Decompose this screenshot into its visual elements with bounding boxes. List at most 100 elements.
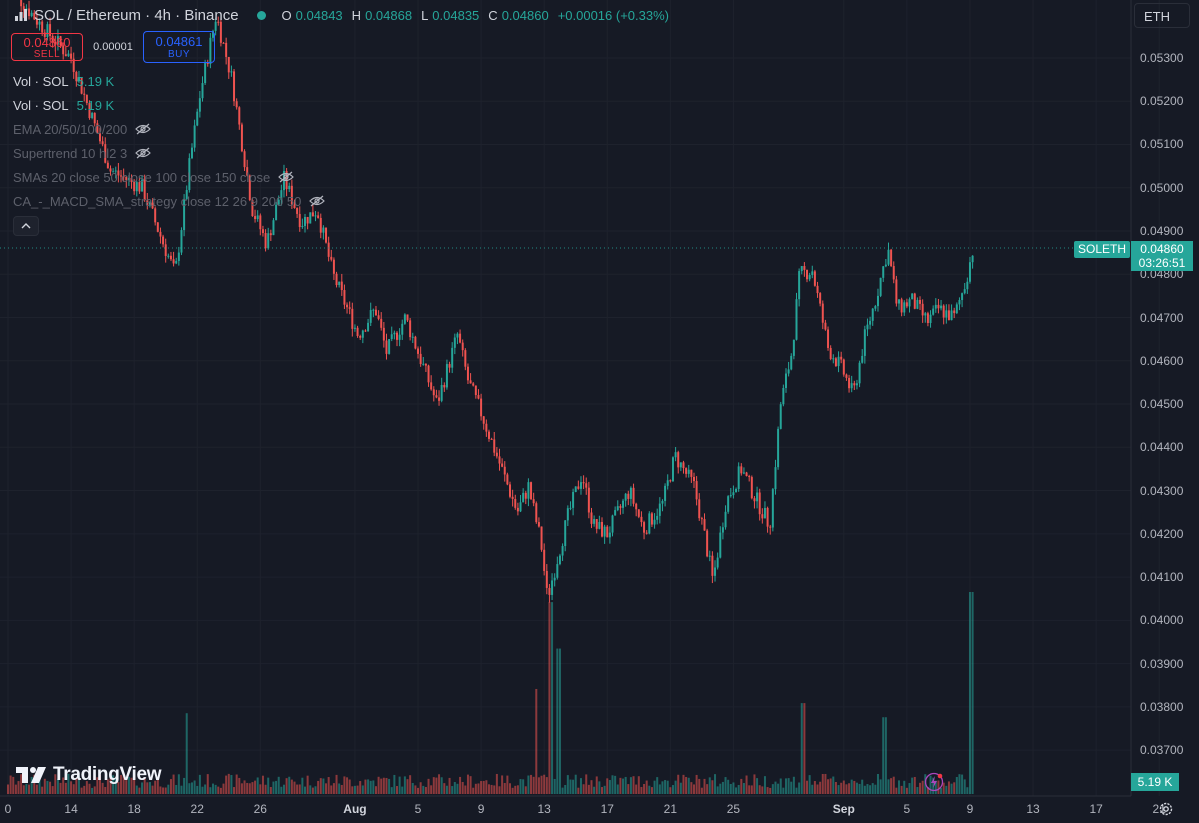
volume-bar [587, 784, 590, 794]
candle-body [453, 337, 456, 348]
volume-bar [54, 774, 57, 794]
candle-body [319, 217, 322, 233]
eye-crossed-icon[interactable] [135, 147, 152, 159]
collapse-legend-button[interactable] [13, 216, 39, 236]
candle-body [842, 359, 845, 375]
candle-body [640, 516, 643, 523]
candle-body [961, 293, 964, 301]
legend-name: CA_-_MACD_SMA_strategy close 12 26 9 200… [13, 193, 302, 209]
candle-body [474, 385, 477, 396]
legend-supertrend[interactable]: Supertrend 10 hl2 3 [13, 144, 152, 162]
volume-bar [503, 782, 506, 794]
candle-body [545, 570, 548, 588]
price-tick-label: 0.04400 [1140, 440, 1184, 455]
candle-body [656, 515, 659, 520]
volume-bar [595, 776, 598, 794]
candle-body [469, 380, 472, 384]
volume-bar [9, 775, 12, 794]
candle-body [735, 488, 738, 493]
candle-body [430, 382, 433, 390]
legend-volume-1[interactable]: Vol · SOL 5.19 K [13, 72, 114, 90]
candle-body [601, 521, 604, 537]
volume-bar [85, 781, 88, 794]
volume-bar [251, 782, 254, 794]
volume-bar [535, 688, 538, 794]
candle-body [38, 21, 41, 25]
volume-bar [180, 785, 183, 794]
volume-bar [829, 778, 832, 794]
sell-button[interactable]: 0.04860 SELL [11, 33, 83, 61]
volume-bar [261, 775, 264, 794]
volume-bar [388, 778, 391, 794]
buy-button[interactable]: 0.04861 BUY [143, 31, 215, 63]
legend-macd-strategy[interactable]: CA_-_MACD_SMA_strategy close 12 26 9 200… [13, 192, 326, 210]
volume-bar [472, 787, 475, 794]
volume-bar [38, 778, 41, 794]
volume-bar [740, 778, 743, 794]
volume-bar [490, 784, 493, 794]
candle-body [616, 506, 619, 511]
bars-icon[interactable] [14, 8, 28, 22]
legend-volume-2[interactable]: Vol · SOL 5.19 K [13, 96, 114, 114]
candle-body [169, 255, 172, 260]
legend-smas[interactable]: SMAs 20 close 50 close 100 close 150 clo… [13, 168, 295, 186]
volume-bar [125, 780, 128, 794]
eye-crossed-icon[interactable] [278, 171, 295, 183]
bar-countdown: 03:26:51 [1138, 256, 1186, 270]
volume-bar [469, 776, 472, 794]
volume-bar [98, 774, 101, 794]
candle-body [971, 255, 974, 263]
candle-body [51, 35, 54, 42]
candle-body [892, 266, 895, 280]
volume-bar [590, 780, 593, 794]
date-tick-label: 21 [663, 802, 678, 816]
volume-bar [325, 783, 328, 794]
candle-body [598, 521, 601, 529]
volume-bar [406, 779, 409, 794]
volume-bar [855, 782, 858, 794]
volume-bar [658, 784, 661, 794]
candle-body [629, 487, 632, 499]
date-tick-label: 26 [253, 802, 267, 816]
volume-bar [430, 785, 433, 794]
candle-body [921, 303, 924, 316]
symbol-tag: SOLETH [1074, 241, 1130, 258]
tradingview-logo[interactable]: TradingView [16, 764, 162, 786]
volume-bar [640, 786, 643, 794]
volume-bar [269, 786, 272, 794]
legend-ema[interactable]: EMA 20/50/100/200 [13, 120, 152, 138]
candle-body [209, 37, 212, 64]
volume-bar [225, 775, 228, 794]
candle-body [963, 289, 966, 294]
volume-bar [921, 780, 924, 794]
lightning-icon[interactable] [924, 772, 944, 792]
eye-crossed-icon[interactable] [309, 195, 326, 207]
candle-body [501, 463, 504, 467]
candle-body [519, 502, 522, 512]
symbol-title[interactable]: SOL / Ethereum · 4h · Binance [34, 6, 239, 24]
candle-body [834, 358, 837, 367]
volume-bar [611, 775, 614, 794]
candle-body [569, 507, 572, 509]
candle-body [882, 266, 885, 278]
volume-bar [164, 787, 167, 794]
sell-label: SELL [33, 49, 61, 60]
volume-bar [367, 779, 370, 794]
volume-bar [67, 773, 70, 794]
volume-bar [845, 784, 848, 794]
volume-bar [679, 782, 682, 794]
date-tick-label: 13 [1026, 802, 1040, 816]
candle-body [905, 302, 908, 307]
volume-bar [288, 776, 291, 794]
currency-button[interactable]: ETH [1134, 3, 1190, 28]
candle-body [261, 229, 264, 234]
volume-bar [461, 781, 464, 794]
candle-body [700, 518, 703, 520]
gear-icon[interactable] [1158, 801, 1174, 817]
candle-body [22, 6, 25, 11]
candles [20, 0, 974, 603]
eye-crossed-icon[interactable] [135, 123, 152, 135]
candle-body [942, 305, 945, 318]
volume-bar [474, 783, 477, 794]
